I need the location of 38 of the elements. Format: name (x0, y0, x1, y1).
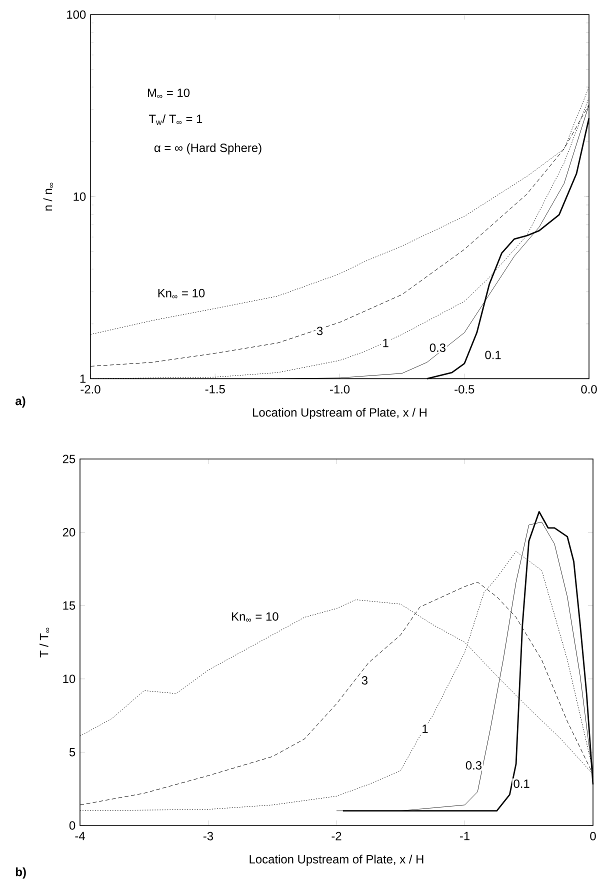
x-tick-label: -4 (75, 832, 85, 840)
x-tick-label: -2 (332, 832, 342, 840)
x-tick-label: -1.5 (205, 385, 225, 394)
x-axis-title: Location Upstream of Plate, x / H (250, 854, 424, 866)
y-tick-label: 100 (67, 10, 86, 19)
y-tick-label: 25 (62, 454, 76, 464)
annotation: T$_{w}$/ T$_{∞}$ = 1 (148, 114, 202, 125)
x-tick-label: -0.5 (454, 385, 474, 394)
y-tick-label: 15 (63, 601, 76, 610)
y-axis-title: n / n$_{∞}$ (43, 182, 54, 211)
series-label: 3 (316, 326, 323, 336)
series-label: 0.1 (514, 779, 530, 788)
x-tick-label: -1 (460, 832, 470, 840)
x-tick-label: 0.0 (581, 385, 597, 394)
text: a) (16, 396, 26, 408)
series-label: 3 (362, 676, 368, 685)
x-axis-title: Location Upstream of Plate, x / H (253, 408, 426, 420)
series-label: 0.3 (430, 343, 446, 352)
annotation: M$_{∞}$ = 10 (148, 88, 190, 98)
x-tick-label: -2.0 (80, 385, 100, 394)
y-tick-label: 10 (63, 674, 76, 684)
y-axis-title: T / T$_{∞}$ (40, 628, 50, 658)
x-tick-label: 0 (590, 832, 596, 840)
x-tick-label: -1.0 (330, 385, 350, 394)
y-tick-label: 10 (74, 192, 86, 201)
x-tick-label: -3 (203, 832, 214, 840)
series-label: 1 (383, 338, 388, 348)
y-tick-label: 1 (80, 374, 86, 383)
series-label: 0.3 (466, 761, 482, 770)
y-tick-label: 0 (69, 821, 76, 830)
y-tick-label: 5 (69, 748, 76, 756)
series-label: Kn$_{∞}$ = 10 (158, 288, 205, 298)
annotation: α = ∞ (Hard Sphere) (154, 143, 262, 154)
series-label: Kn$_{∞}$ = 10 (232, 612, 278, 622)
text: b) (16, 867, 26, 879)
series-label: 1 (422, 724, 428, 733)
y-tick-label: 20 (62, 528, 76, 537)
series-label: 0.1 (485, 350, 501, 360)
